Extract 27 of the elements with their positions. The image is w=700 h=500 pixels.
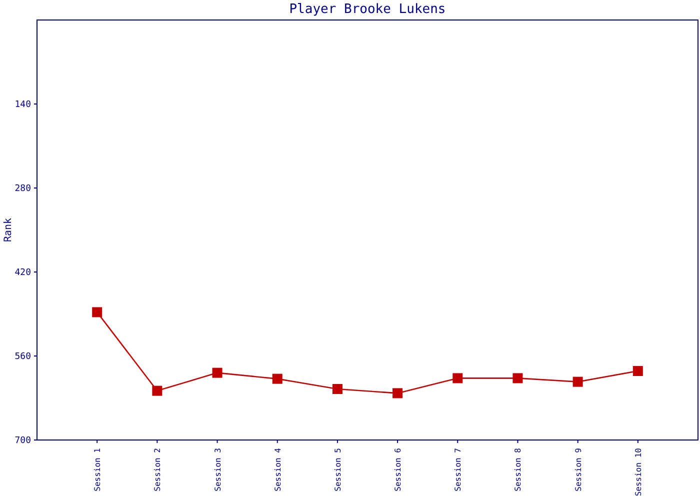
x-tick-label: Session 9 [574, 448, 583, 492]
x-tick-label: Session 1 [93, 448, 102, 492]
point [452, 373, 463, 384]
y-axis-title: Rank [3, 218, 14, 242]
point [272, 374, 282, 384]
x-tick-label: Session 6 [394, 448, 403, 492]
point [632, 366, 643, 376]
x-tick-label: Session 5 [333, 448, 342, 492]
point [92, 307, 102, 318]
x-tick-label: Session 7 [454, 448, 463, 492]
chart-title: Player Brooke Lukens [289, 2, 446, 17]
x-tick-label: Session 3 [213, 448, 222, 492]
y-tick-label: 560 [14, 352, 31, 362]
x-tick-label: Session 10 [634, 448, 643, 496]
point [572, 376, 583, 387]
point [152, 386, 162, 396]
point [392, 388, 403, 398]
point [212, 368, 222, 378]
point [332, 384, 342, 394]
y-tick-label: 280 [14, 184, 31, 194]
y-tick-label: 140 [14, 100, 31, 110]
x-tick-label: Session 2 [153, 448, 162, 492]
x-tick-label: Session 8 [514, 448, 523, 492]
y-tick-label: 420 [14, 268, 31, 278]
y-tick-label: 700 [14, 436, 31, 446]
point [512, 373, 523, 384]
x-tick-label: Session 4 [273, 448, 282, 492]
